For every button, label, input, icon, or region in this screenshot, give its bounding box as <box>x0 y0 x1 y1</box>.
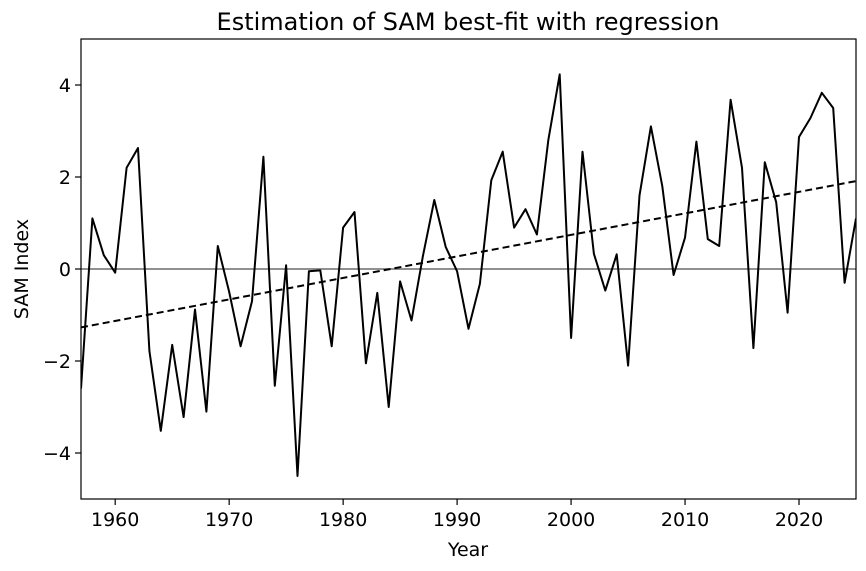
x-axis: 1960 1970 1980 1990 2000 2010 2020 <box>91 499 823 531</box>
y-axis-label: SAM Index <box>11 219 33 319</box>
x-tick-label: 2000 <box>547 509 595 531</box>
y-tick-label: 2 <box>59 167 71 189</box>
x-tick-label: 2020 <box>775 509 823 531</box>
regression-line <box>81 180 856 329</box>
x-tick-label: 2010 <box>661 509 709 531</box>
y-tick-label: 0 <box>59 259 71 281</box>
x-tick-label: 1980 <box>319 509 367 531</box>
x-axis-label: Year <box>447 539 488 561</box>
y-tick-label: −4 <box>43 443 71 465</box>
plot-area <box>81 73 856 477</box>
y-tick-label: 4 <box>59 75 71 97</box>
x-tick-label: 1960 <box>91 509 139 531</box>
y-tick-label: −2 <box>43 351 71 373</box>
chart-title: Estimation of SAM best-fit with regressi… <box>217 8 720 36</box>
x-tick-label: 1990 <box>433 509 481 531</box>
sam-index-line <box>81 73 856 477</box>
y-axis: −4 −2 0 2 4 <box>43 75 81 465</box>
x-tick-label: 1970 <box>205 509 253 531</box>
